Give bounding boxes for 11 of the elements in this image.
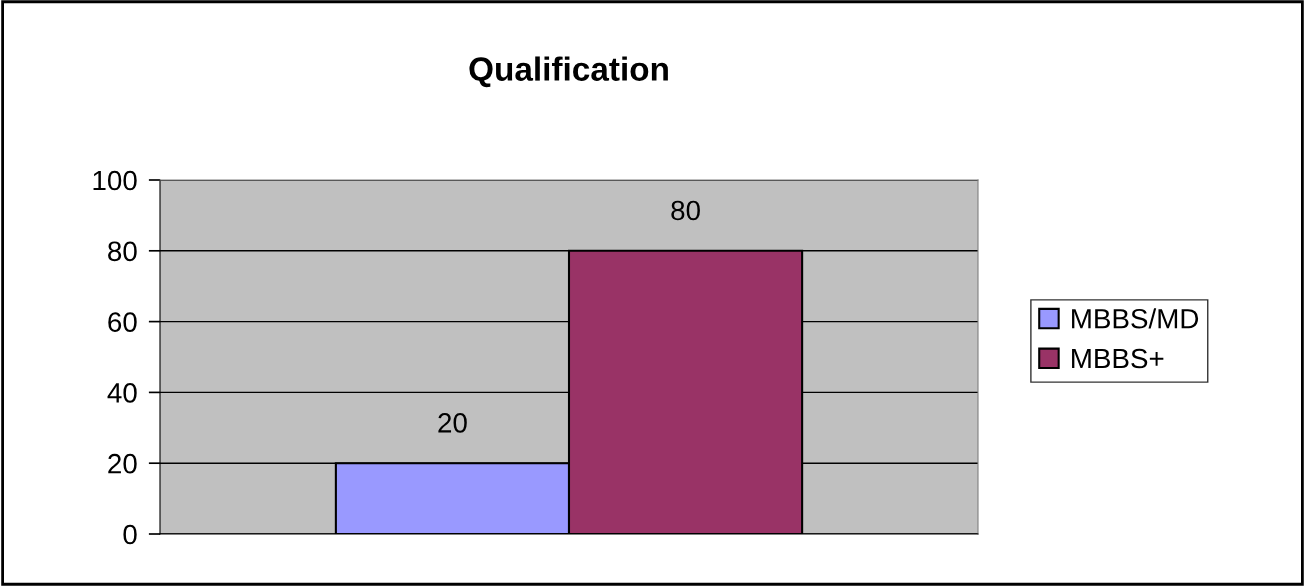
data-label: 80 xyxy=(671,200,700,221)
chart-title: Qualification xyxy=(469,56,668,88)
y-tick-label: 20 xyxy=(108,453,137,474)
legend-label: MBBS/MD xyxy=(1072,308,1199,329)
legend-label: MBBS+ xyxy=(1072,348,1164,369)
data-label: 20 xyxy=(438,413,467,433)
y-tick-label: 100 xyxy=(93,170,137,191)
y-tick-label: 80 xyxy=(108,241,137,262)
y-tick-label: 0 xyxy=(123,524,137,545)
y-tick-label: 60 xyxy=(108,312,137,332)
y-tick-label: 40 xyxy=(107,383,137,403)
